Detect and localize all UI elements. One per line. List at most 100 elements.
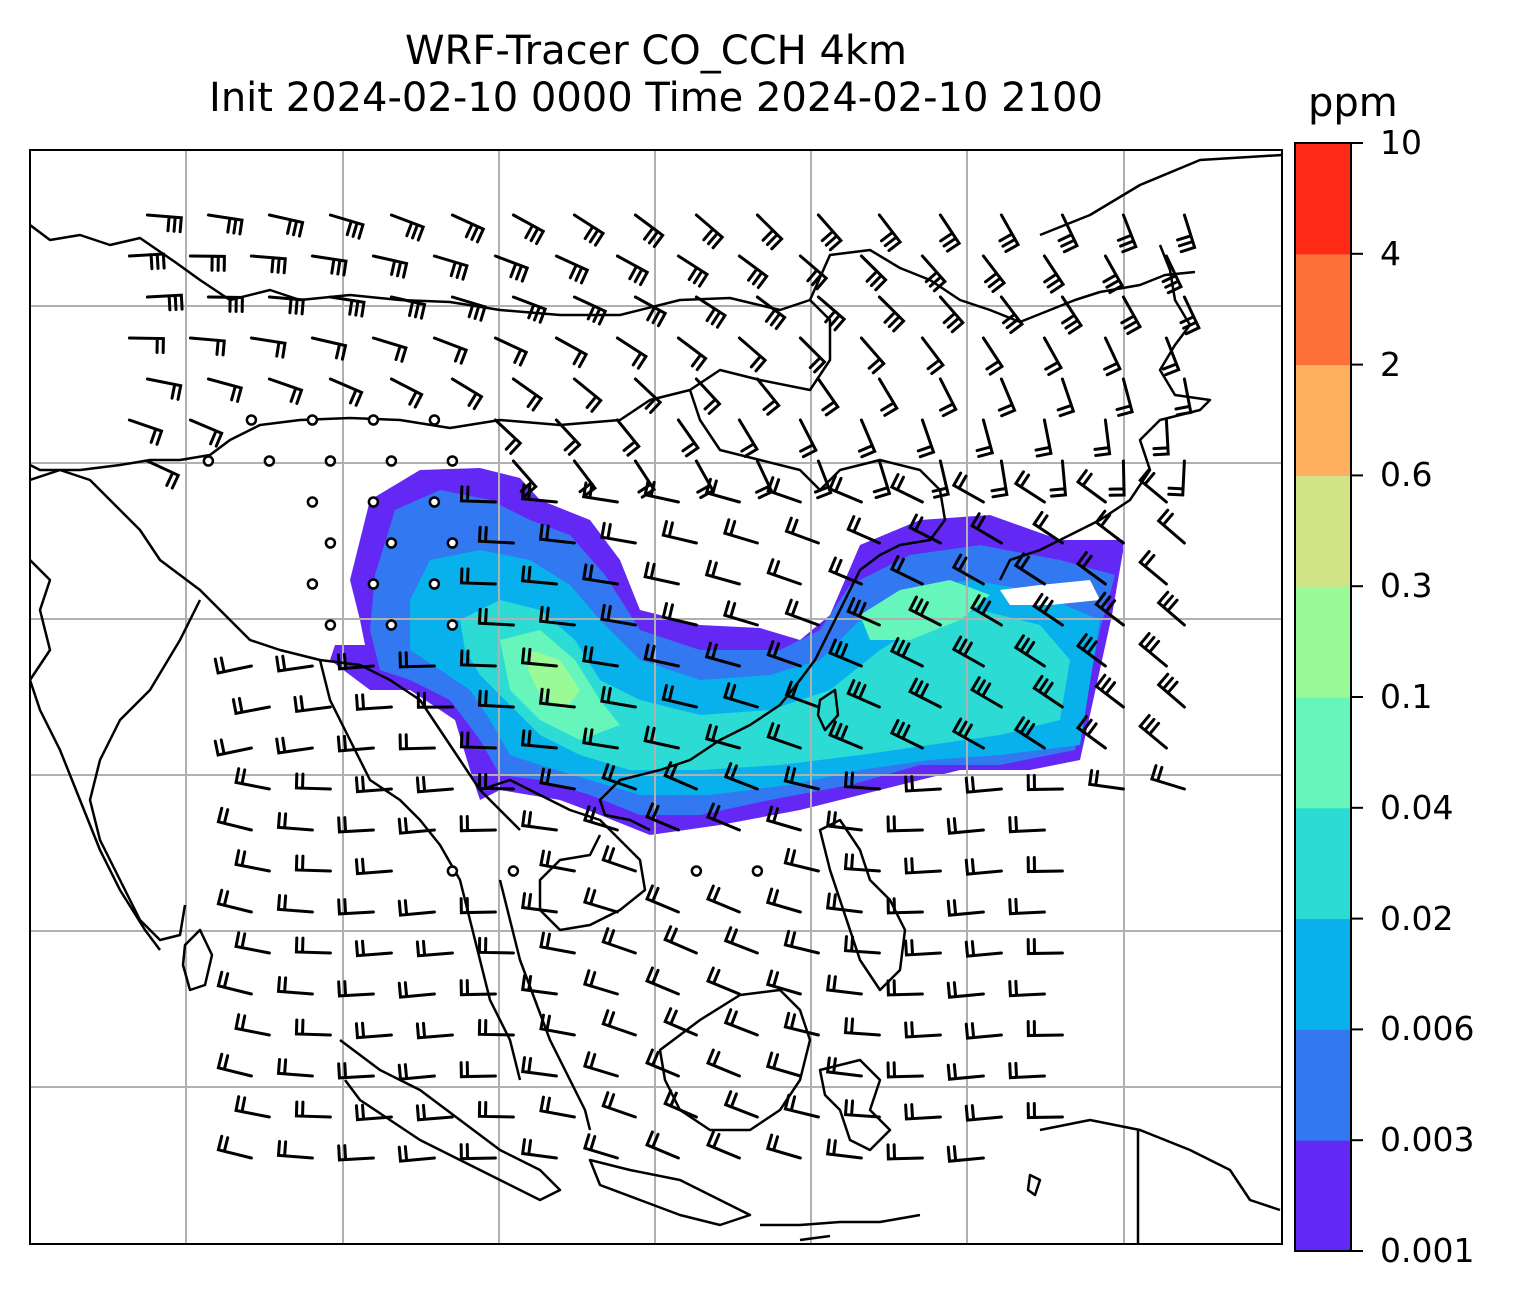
wind-barb [694,213,725,250]
wind-barb [415,939,454,958]
wind-barb [206,295,244,314]
wind-barb [397,817,436,835]
wind-barb [354,775,393,794]
wind-barb [975,418,995,458]
wind-barb [886,897,924,915]
calm-marker [507,865,520,877]
coast-east-china [598,389,947,832]
wind-barb [1176,213,1197,254]
wind-barb [1075,715,1107,750]
wind-barb [1094,673,1125,709]
wind-barb [145,293,184,312]
wind-barb [908,677,942,709]
wind-barb [723,762,759,791]
colorbar-swatch [1295,143,1351,255]
colorbar-tick-label: 0.3 [1380,566,1433,606]
wind-barb [206,377,244,403]
wind-barb [398,651,436,669]
colorbar-swatch [1295,475,1351,587]
calm-marker [428,496,441,508]
wind-barb [825,892,863,914]
wind-barb [450,213,486,244]
wind-barb [355,693,393,711]
wind-barb [415,1021,454,1040]
wind-barb [582,1051,619,1078]
coast-lesser-sunda [760,1213,921,1242]
wind-barb [459,897,497,915]
wind-barb [1094,591,1125,627]
wind-barb [459,485,497,504]
wind-barb [1032,592,1064,627]
wind-barb [1156,590,1186,627]
coast-new-guinea [1039,1118,1281,1244]
wind-barb [816,295,847,332]
wind-barb [661,684,698,709]
wind-barb [737,336,768,373]
wind-barb [1075,551,1107,586]
wind-barb [216,806,253,832]
wind-barb [521,892,558,914]
wind-barb [554,336,589,369]
wind-barb [520,483,558,504]
wind-barb [477,772,515,791]
wind-barb [828,720,863,750]
wind-barb [600,685,637,709]
wind-barb [904,939,942,957]
wind-barb [938,377,958,418]
wind-barb [1026,855,1064,874]
wind-barb [859,336,886,375]
wind-barb [633,295,668,328]
wind-barb [951,635,985,668]
coast-taiwan [816,688,840,732]
wind-barb [554,418,582,456]
wind-barb [704,723,741,750]
wind-barb [970,676,1003,709]
wind-barb [511,295,548,324]
wind-barb [663,1007,698,1037]
wind-barb [1179,295,1201,336]
wind-barb [877,213,903,253]
wind-barb [828,638,863,668]
wind-barb [337,980,375,998]
coast-sulawesi [818,1058,892,1152]
wind-barb [633,377,663,414]
wind-barb [964,1022,1003,1040]
wind-barb [511,377,544,412]
wind-barb [704,477,741,504]
wind-barb [397,899,436,917]
wind-barb [1167,459,1186,497]
wind-barb [539,1095,576,1119]
wind-barb [843,1017,881,1037]
wind-barb [737,418,759,458]
wind-barb [336,652,375,671]
calm-marker [245,414,258,426]
wind-barb [920,254,947,293]
wind-barb [1034,418,1053,458]
wind-barb [706,1130,741,1160]
wind-barb [337,1062,375,1080]
wind-barb [946,1063,985,1081]
wind-barb [755,295,787,331]
wind-barb [886,815,924,833]
wind-barb [216,888,253,914]
wind-barb [582,727,619,750]
wind-barb [643,561,680,586]
wind-barb [723,1090,759,1119]
wind-barb [521,974,558,996]
wind-barb [459,731,497,750]
wind-barb [294,1018,332,1037]
wind-barb [572,377,603,413]
wind-barb [931,459,950,499]
coast-india [30,468,521,942]
wind-barb [798,336,827,374]
wind-barb [661,520,698,545]
wind-barb [765,1051,802,1078]
wind-barb [216,1134,253,1160]
plume-white-patch [1000,580,1100,605]
wind-barb [600,603,637,627]
wind-barb [1008,897,1046,916]
wind-barb [889,637,924,668]
wind-barb [886,1143,924,1161]
colorbar-tick-label: 0.001 [1380,1231,1475,1270]
